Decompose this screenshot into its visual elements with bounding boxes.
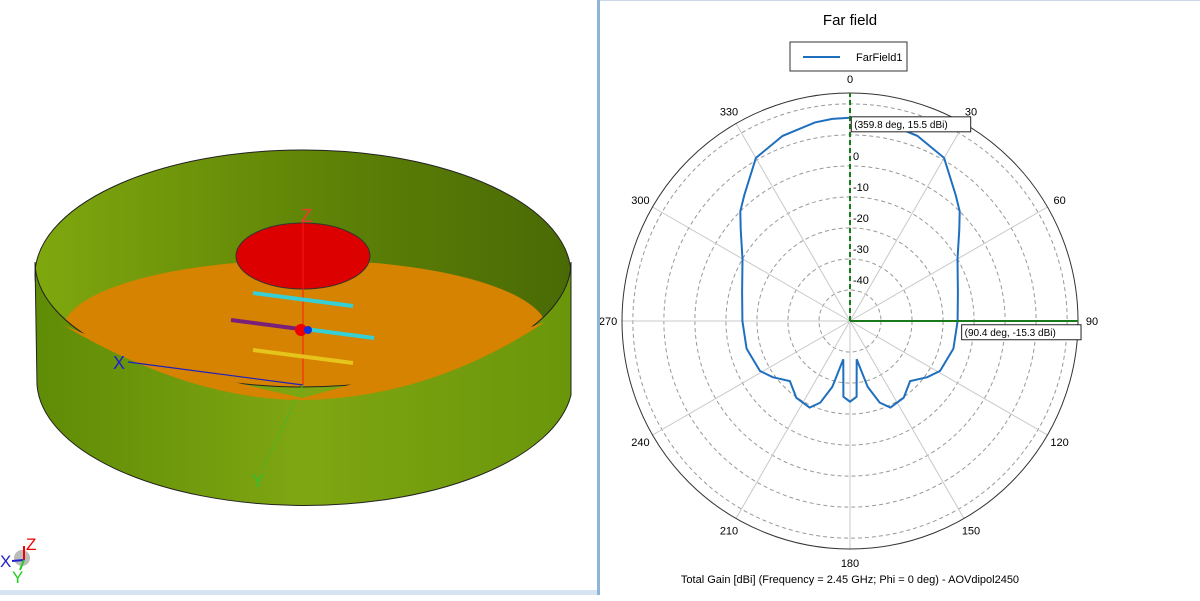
ground-plane-front (63, 322, 545, 400)
angle-tick-label: 180 (841, 558, 859, 570)
polar-chart: Far field FarField1 0 30 60 90 120 150 180 210 2… (599, 12, 1098, 586)
angular-gridline (735, 123, 851, 322)
angular-gridline (849, 206, 1048, 322)
triad-y-label: Y (12, 568, 23, 587)
chart-title: Far field (823, 12, 877, 29)
triad-x-label: X (0, 552, 11, 571)
feed-point (295, 324, 307, 336)
angle-tick-label: 330 (720, 106, 738, 118)
angular-gridline (652, 206, 851, 322)
y-axis-label: Y (252, 471, 264, 491)
radial-tick-label: -20 (853, 213, 869, 225)
director-element (252, 291, 354, 308)
dipole-arm-right (304, 327, 375, 340)
angle-tick-label: 90 (1086, 316, 1098, 328)
3d-model-viewport[interactable]: Z X Y Z X Y (0, 0, 597, 595)
legend-label: FarField1 (856, 52, 902, 64)
chart-caption: Total Gain [dBi] (Frequency = 2.45 GHz; … (681, 574, 1019, 586)
angle-tick-label: 150 (962, 526, 980, 538)
x-axis-label: X (113, 353, 125, 373)
angular-gridline (849, 320, 1048, 436)
status-strip (0, 590, 597, 595)
pane-splitter[interactable] (597, 0, 600, 595)
3d-model-scene[interactable]: Z X Y Z X Y (0, 0, 597, 595)
marker-label-text: (359.8 deg, 15.5 dBi) (854, 120, 947, 131)
legend: FarField1 (789, 41, 908, 72)
orientation-triad[interactable]: Z X Y (0, 535, 36, 587)
angular-gridline (735, 320, 851, 519)
series-farfield1 (739, 116, 961, 409)
angular-gridline (652, 320, 851, 436)
marker-label: (359.8 deg, 15.5 dBi) (850, 116, 972, 133)
angle-tick-label: 0 (847, 74, 853, 86)
marker-label-text: (90.4 deg, -15.3 dBi) (965, 328, 1056, 339)
angular-gridline (849, 320, 965, 519)
angle-tick-label: 60 (1053, 195, 1065, 207)
angle-tick-label: 240 (631, 437, 649, 449)
marker-label-box (961, 324, 1082, 341)
z-axis-label: Z (301, 206, 312, 226)
angle-tick-label: 30 (965, 106, 977, 118)
angle-tick-label: 120 (1050, 437, 1068, 449)
radial-tick-label: 0 (853, 151, 859, 163)
radial-tick-label: -40 (853, 275, 869, 287)
angle-tick-label: 300 (631, 195, 649, 207)
angle-tick-label: 210 (720, 526, 738, 538)
marker-label: (90.4 deg, -15.3 dBi) (961, 324, 1082, 341)
radial-tick-label: -30 (853, 244, 869, 256)
x-axis-line (127, 361, 304, 386)
triad-z-label: Z (26, 535, 36, 554)
reflector-element (252, 348, 354, 365)
far-field-chart-pane: Far field FarField1 0 30 60 90 120 150 180 210 2… (599, 0, 1200, 595)
angle-tick-label: 270 (600, 316, 617, 328)
marker-label-box (850, 116, 972, 133)
dipole-arm-left (230, 318, 301, 331)
radial-tick-label: -10 (853, 182, 869, 194)
y-axis-line (261, 384, 304, 471)
feed-port (304, 326, 312, 334)
angular-gridline (849, 123, 965, 322)
